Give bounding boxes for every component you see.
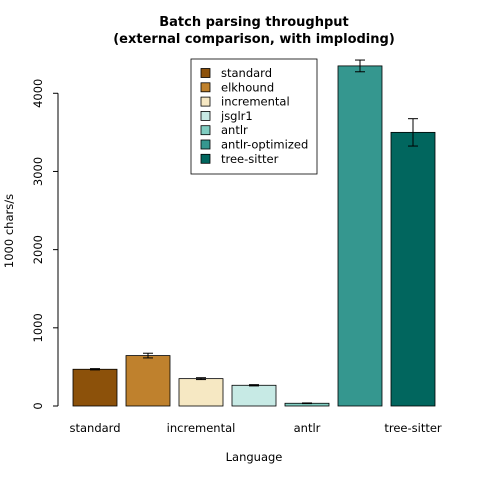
x-tick-label: antlr [294, 421, 321, 435]
error-bars [90, 59, 418, 405]
legend-label: antlr-optimized [221, 138, 308, 152]
legend-swatch [200, 111, 211, 121]
x-tick-labels: standard incremental antlr tree-sitter [69, 421, 441, 435]
legend-item-tree-sitter: tree-sitter [200, 152, 279, 166]
legend-swatch [200, 96, 211, 107]
legend-item-antlr-optimized: antlr-optimized [200, 138, 308, 152]
legend-swatch [200, 139, 211, 150]
x-tick-label: standard [69, 421, 120, 435]
y-tick-label: 2000 [31, 235, 45, 264]
legend-swatch [200, 68, 211, 78]
legend-item-jsglr1: jsglr1 [200, 109, 253, 123]
y-axis-label: 1000 chars/s [2, 194, 16, 268]
legend-label: tree-sitter [221, 152, 279, 166]
error-bar-tree-sitter [408, 118, 418, 147]
error-bar-antlr [302, 402, 312, 405]
error-bar-antlr-optimized [355, 59, 365, 73]
bar-tree-sitter [390, 131, 436, 407]
legend-label: antlr [221, 123, 248, 137]
bar-antlr-optimized [337, 65, 383, 407]
error-bar-standard [90, 368, 100, 371]
bar-jsglr1 [231, 384, 277, 407]
y-tick-label: 0 [31, 402, 45, 409]
legend-label: jsglr1 [220, 109, 253, 123]
legend-label: incremental [221, 95, 290, 109]
chart-title: Batch parsing throughput [159, 15, 349, 30]
legend-item-incremental: incremental [200, 95, 290, 109]
legend-swatch [200, 125, 211, 136]
legend: standardelkhoundincrementaljsglr1antlran… [190, 58, 318, 175]
chart-subtitle: (external comparison, with imploding) [113, 32, 395, 47]
error-bar-jsglr1 [249, 384, 259, 387]
bar-incremental [178, 378, 224, 407]
error-bar-elkhound [143, 352, 153, 359]
x-tick-label: incremental [167, 421, 236, 435]
legend-item-standard: standard [200, 66, 272, 80]
y-tick-label: 1000 [31, 313, 45, 342]
y-axis: 0 1000 2000 3000 4000 [31, 79, 59, 410]
x-tick-label: tree-sitter [384, 421, 442, 435]
bar-standard [72, 368, 118, 407]
y-tick-label: 4000 [31, 79, 45, 108]
legend-item-elkhound: elkhound [200, 80, 274, 94]
legend-box [190, 58, 318, 175]
bar-elkhound [125, 355, 171, 407]
legend-swatch [200, 82, 211, 93]
legend-label: standard [221, 66, 272, 80]
error-bar-incremental [196, 377, 206, 381]
bars [72, 65, 436, 407]
y-tick-label: 3000 [31, 157, 45, 186]
legend-label: elkhound [221, 80, 274, 94]
x-axis-label: Language [226, 450, 283, 464]
legend-swatch [200, 153, 211, 164]
legend-item-antlr: antlr [200, 123, 248, 137]
